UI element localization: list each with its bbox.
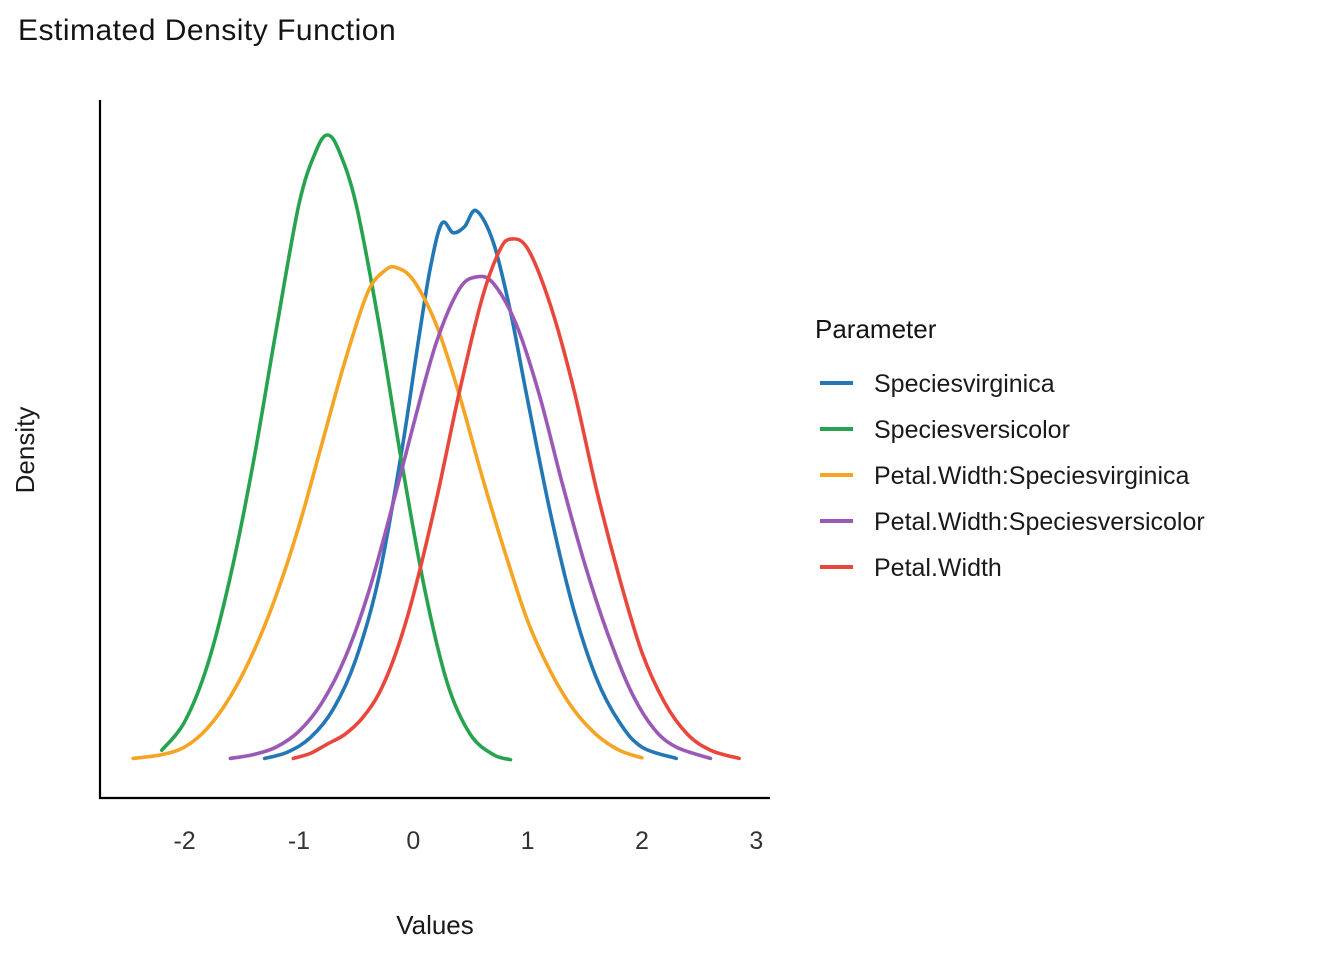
x-axis-ticks: -2 -1 0 1 2 3 bbox=[173, 827, 763, 855]
legend-item-speciesvirginica: Speciesvirginica bbox=[820, 370, 1055, 398]
legend-item-label: Petal.Width:Speciesvirginica bbox=[874, 462, 1190, 490]
legend-item-petal-width: Petal.Width bbox=[820, 554, 1002, 582]
density-curve-petal-width-speciesversicolor bbox=[228, 274, 713, 761]
legend-item-label: Petal.Width bbox=[874, 554, 1002, 582]
x-axis-label: Values bbox=[396, 910, 474, 940]
x-tick-label: -2 bbox=[173, 827, 195, 855]
legend-item-label: Speciesversicolor bbox=[874, 416, 1070, 444]
legend-item-speciesversicolor: Speciesversicolor bbox=[820, 416, 1070, 444]
legend-item-petal-width-speciesversicolor: Petal.Width:Speciesversicolor bbox=[820, 508, 1205, 536]
x-tick-label: 3 bbox=[749, 827, 763, 855]
x-tick-label: -1 bbox=[288, 827, 310, 855]
density-curve-petal-width bbox=[291, 237, 741, 761]
x-tick-label: 2 bbox=[635, 827, 649, 855]
density-curve-speciesversicolor bbox=[159, 133, 513, 762]
legend-item-label: Petal.Width:Speciesversicolor bbox=[874, 508, 1205, 536]
legend-title: Parameter bbox=[815, 314, 937, 344]
density-curves bbox=[131, 133, 741, 762]
axes bbox=[98, 100, 770, 800]
density-curve-speciesvirginica bbox=[262, 208, 678, 761]
chart-title: Estimated Density Function bbox=[18, 14, 396, 47]
x-tick-label: 0 bbox=[406, 827, 420, 855]
legend-item-petal-width-speciesvirginica: Petal.Width:Speciesvirginica bbox=[820, 462, 1190, 490]
x-tick-label: 1 bbox=[521, 827, 535, 855]
legend-item-label: Speciesvirginica bbox=[874, 370, 1055, 398]
density-curve-petal-width-speciesvirginica bbox=[131, 264, 644, 761]
legend-items: Speciesvirginica Speciesversicolor Petal.W… bbox=[820, 370, 1205, 582]
y-axis-label: Density bbox=[10, 407, 40, 494]
axis-lines bbox=[98, 100, 770, 800]
legend: Parameter Speciesvirginica Speciesversico… bbox=[815, 314, 1205, 582]
